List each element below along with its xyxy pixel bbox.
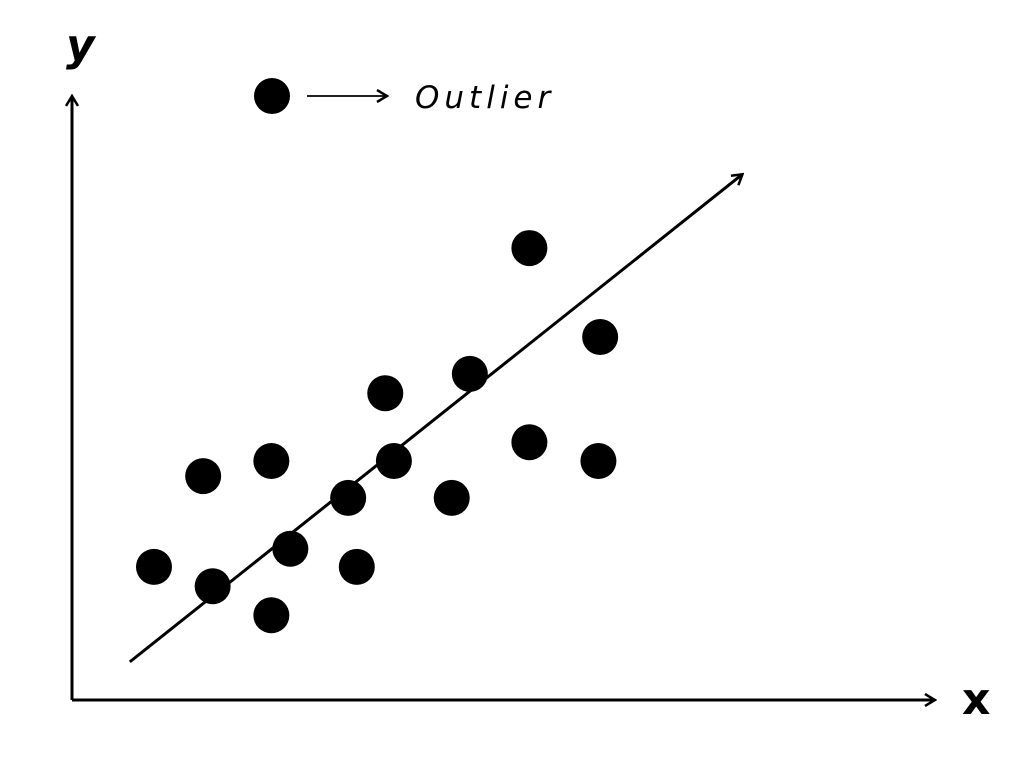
data-point-11 [433,479,470,516]
data-point-12 [451,355,488,392]
legend-marker [254,78,290,114]
data-point-9 [367,375,404,412]
data-point-3 [194,568,231,605]
data-point-2 [185,458,222,495]
data-point-1 [135,548,172,585]
legend-label: Outlier [415,80,555,116]
data-point-10 [375,443,412,480]
data-point-14 [511,424,548,461]
data-point-5 [253,597,290,634]
data-point-6 [272,530,309,567]
data-point-15 [582,319,619,355]
data-point-7 [330,479,367,516]
data-points [135,230,619,634]
x-axis-label: x [962,674,990,725]
data-point-13 [511,230,548,267]
data-point-4 [253,443,290,480]
y-axis-label: y [66,20,97,71]
data-point-16 [580,443,617,480]
legend: Outlier [254,78,555,116]
trend-line [128,175,742,664]
data-point-8 [338,548,375,585]
